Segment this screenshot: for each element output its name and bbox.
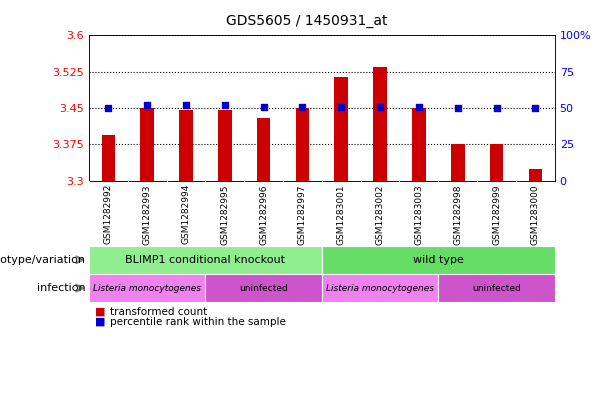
- Text: Listeria monocytogenes: Listeria monocytogenes: [326, 284, 434, 292]
- Bar: [335, 77, 348, 181]
- Bar: [322, 274, 438, 302]
- Bar: [179, 110, 192, 181]
- Point: [297, 103, 307, 110]
- Point: [104, 105, 113, 111]
- Bar: [102, 135, 115, 181]
- Point: [337, 103, 346, 110]
- Text: GSM1282998: GSM1282998: [453, 184, 462, 244]
- Bar: [438, 274, 555, 302]
- Text: GDS5605 / 1450931_at: GDS5605 / 1450931_at: [226, 14, 387, 28]
- Bar: [528, 169, 542, 181]
- Text: GSM1282997: GSM1282997: [298, 184, 307, 244]
- Bar: [89, 274, 205, 302]
- Text: GSM1283003: GSM1283003: [414, 184, 424, 245]
- Bar: [295, 108, 309, 181]
- Point: [142, 102, 152, 108]
- Bar: [412, 108, 425, 181]
- Bar: [218, 110, 232, 181]
- Point: [530, 105, 540, 111]
- Point: [181, 102, 191, 108]
- Text: GSM1282996: GSM1282996: [259, 184, 268, 244]
- Text: ■: ■: [95, 317, 105, 327]
- Text: Listeria monocytogenes: Listeria monocytogenes: [93, 284, 201, 292]
- Text: GSM1282993: GSM1282993: [143, 184, 151, 244]
- Text: wild type: wild type: [413, 255, 463, 265]
- Text: BLIMP1 conditional knockout: BLIMP1 conditional knockout: [125, 255, 286, 265]
- Bar: [205, 274, 322, 302]
- Text: GSM1282995: GSM1282995: [220, 184, 229, 244]
- Text: GSM1282994: GSM1282994: [181, 184, 191, 244]
- Text: uninfected: uninfected: [472, 284, 521, 292]
- Point: [414, 103, 424, 110]
- Bar: [257, 118, 270, 181]
- Text: GSM1282999: GSM1282999: [492, 184, 501, 244]
- Bar: [373, 67, 387, 181]
- Text: GSM1282992: GSM1282992: [104, 184, 113, 244]
- Bar: [490, 144, 503, 181]
- Text: transformed count: transformed count: [110, 307, 208, 317]
- Text: GSM1283002: GSM1283002: [376, 184, 384, 244]
- Text: ■: ■: [95, 307, 105, 317]
- Point: [453, 105, 463, 111]
- Text: infection: infection: [37, 283, 86, 293]
- Text: genotype/variation: genotype/variation: [0, 255, 86, 265]
- Text: GSM1283000: GSM1283000: [531, 184, 540, 245]
- Bar: [322, 246, 555, 274]
- Point: [259, 103, 268, 110]
- Point: [492, 105, 501, 111]
- Text: uninfected: uninfected: [239, 284, 288, 292]
- Bar: [140, 108, 154, 181]
- Bar: [89, 246, 322, 274]
- Point: [375, 103, 385, 110]
- Text: percentile rank within the sample: percentile rank within the sample: [110, 317, 286, 327]
- Text: GSM1283001: GSM1283001: [337, 184, 346, 245]
- Bar: [451, 144, 465, 181]
- Point: [220, 102, 230, 108]
